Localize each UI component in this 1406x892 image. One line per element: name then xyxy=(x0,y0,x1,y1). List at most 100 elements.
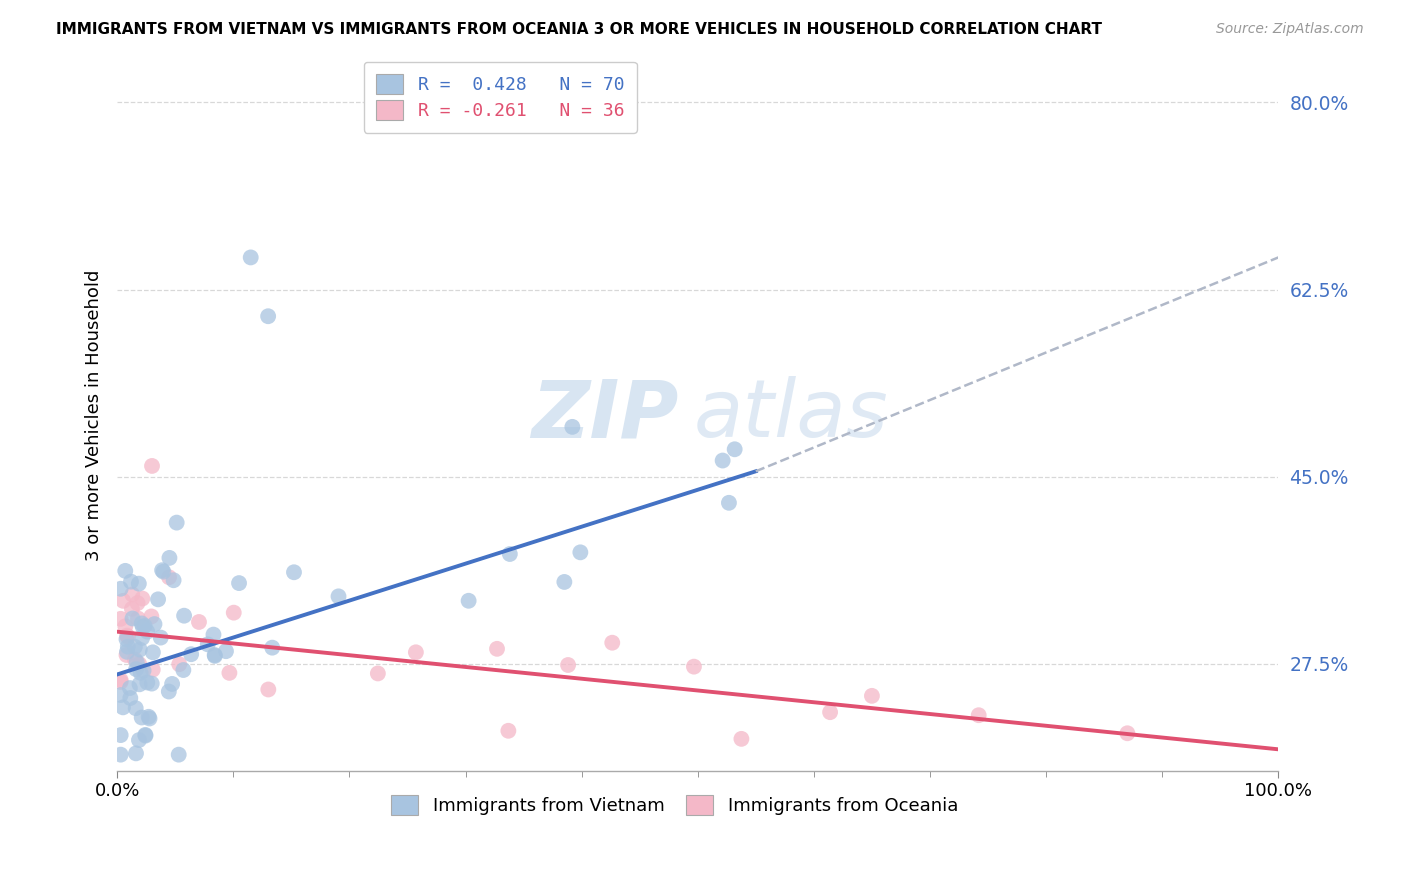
Point xyxy=(157,570,180,584)
Y-axis label: 3 or more Vehicles in Household: 3 or more Vehicles in Household xyxy=(86,269,103,561)
Point xyxy=(136,675,159,690)
Point xyxy=(128,677,150,691)
Point xyxy=(457,594,479,608)
Legend: Immigrants from Vietnam, Immigrants from Oceania: Immigrants from Vietnam, Immigrants from… xyxy=(380,784,969,826)
Point xyxy=(111,700,134,714)
Point xyxy=(485,641,508,656)
Point xyxy=(138,711,160,725)
Point xyxy=(131,591,153,606)
Point xyxy=(121,611,143,625)
Point xyxy=(239,251,262,265)
Point xyxy=(188,615,211,629)
Point xyxy=(218,665,240,680)
Point xyxy=(125,747,148,761)
Point xyxy=(818,705,841,719)
Point xyxy=(132,620,155,634)
Point xyxy=(202,627,225,641)
Point xyxy=(149,631,172,645)
Point xyxy=(561,420,583,434)
Point xyxy=(1116,726,1139,740)
Point xyxy=(110,688,132,702)
Point xyxy=(110,675,132,690)
Point xyxy=(711,453,734,467)
Point xyxy=(134,728,156,742)
Point xyxy=(110,582,132,596)
Point xyxy=(115,629,138,643)
Point xyxy=(114,619,136,633)
Point xyxy=(860,689,883,703)
Point xyxy=(724,442,747,457)
Point xyxy=(131,616,153,631)
Point xyxy=(141,676,163,690)
Point xyxy=(124,652,146,666)
Point xyxy=(120,574,142,589)
Point xyxy=(215,644,238,658)
Point xyxy=(557,658,579,673)
Point xyxy=(262,640,284,655)
Point xyxy=(167,747,190,762)
Point xyxy=(132,664,155,678)
Point xyxy=(160,677,183,691)
Point xyxy=(157,684,180,698)
Point xyxy=(173,608,195,623)
Point xyxy=(127,611,149,625)
Point xyxy=(120,691,142,706)
Point xyxy=(121,587,143,601)
Point xyxy=(125,662,148,676)
Point xyxy=(131,710,153,724)
Point xyxy=(167,657,190,672)
Point xyxy=(141,458,163,473)
Point xyxy=(967,708,990,723)
Point xyxy=(117,640,139,654)
Point xyxy=(257,682,280,697)
Point xyxy=(367,666,389,681)
Point xyxy=(138,710,160,724)
Point xyxy=(228,576,250,591)
Point xyxy=(405,645,427,659)
Point xyxy=(717,496,740,510)
Point xyxy=(131,631,153,645)
Point xyxy=(683,659,706,673)
Point xyxy=(110,673,132,687)
Point xyxy=(159,550,181,565)
Point xyxy=(115,632,138,647)
Point xyxy=(115,645,138,659)
Point xyxy=(499,547,522,561)
Point xyxy=(127,596,149,610)
Point xyxy=(257,310,280,324)
Text: ZIP: ZIP xyxy=(531,376,679,454)
Point xyxy=(328,590,350,604)
Point xyxy=(283,566,305,580)
Point xyxy=(150,563,173,577)
Point xyxy=(222,606,245,620)
Point xyxy=(141,609,163,624)
Point xyxy=(136,624,159,639)
Point xyxy=(117,630,139,644)
Point xyxy=(115,648,138,662)
Point xyxy=(121,602,143,616)
Point xyxy=(204,648,226,663)
Point xyxy=(125,701,148,715)
Point xyxy=(569,545,592,559)
Point xyxy=(553,574,575,589)
Point xyxy=(146,592,169,607)
Point xyxy=(128,657,150,671)
Point xyxy=(134,729,156,743)
Point xyxy=(128,576,150,591)
Point xyxy=(162,573,184,587)
Text: atlas: atlas xyxy=(693,376,889,454)
Point xyxy=(600,636,623,650)
Point xyxy=(118,681,141,695)
Point xyxy=(172,663,194,677)
Point xyxy=(112,594,135,608)
Point xyxy=(498,723,520,738)
Point xyxy=(142,663,165,677)
Point xyxy=(110,612,132,626)
Point xyxy=(134,619,156,633)
Point xyxy=(197,637,219,651)
Point xyxy=(204,648,226,662)
Point xyxy=(180,647,202,661)
Point xyxy=(128,733,150,747)
Text: IMMIGRANTS FROM VIETNAM VS IMMIGRANTS FROM OCEANIA 3 OR MORE VEHICLES IN HOUSEHO: IMMIGRANTS FROM VIETNAM VS IMMIGRANTS FR… xyxy=(56,22,1102,37)
Point xyxy=(114,564,136,578)
